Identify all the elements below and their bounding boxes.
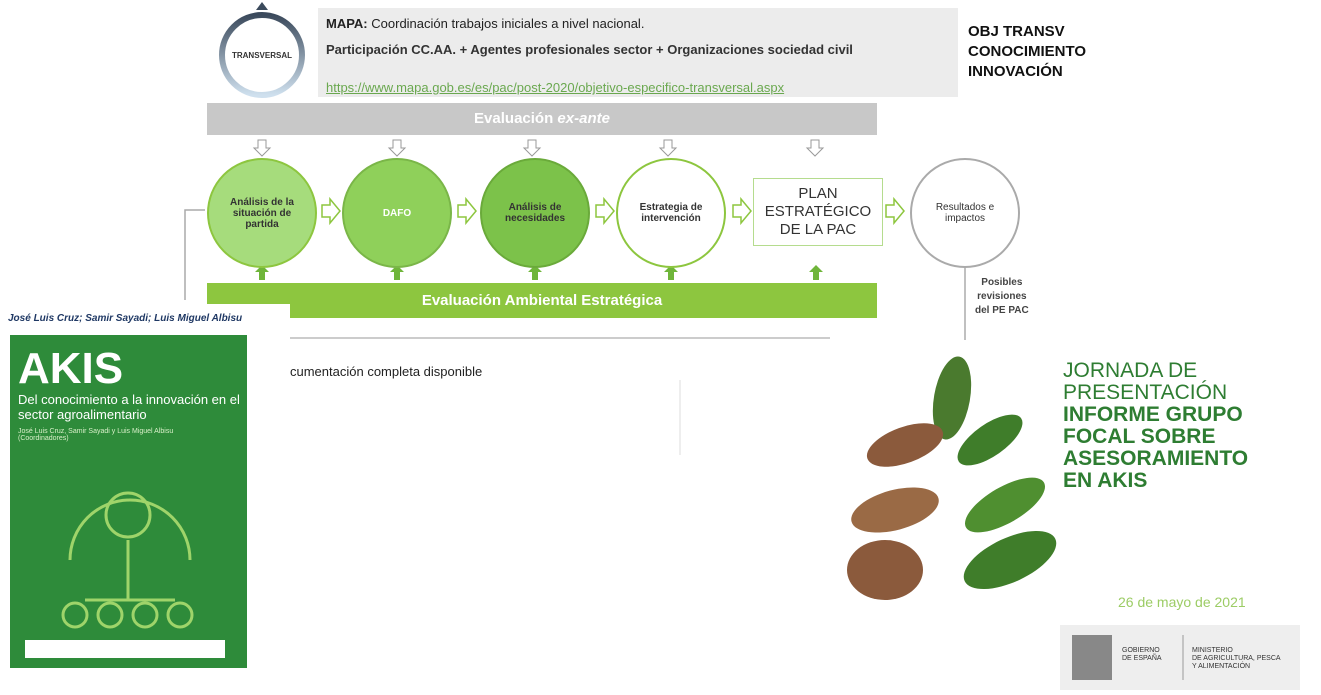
revisions-line: revisiones bbox=[977, 291, 1027, 302]
results: Resultados e impactos bbox=[910, 158, 1020, 268]
book-coordinators: José Luis Cruz, Samir Sayadi y Luis Migu… bbox=[18, 428, 174, 442]
note: cumentación completa disponible bbox=[290, 364, 483, 379]
down-arrows bbox=[252, 139, 825, 157]
government-line: DE ESPAÑA bbox=[1122, 655, 1162, 662]
book-title: AKIS bbox=[18, 344, 124, 393]
event-highlight: EN AKIS bbox=[1063, 469, 1148, 492]
leaves bbox=[847, 356, 1057, 600]
plan-box: PLAN ESTRATÉGICO DE LA PAC bbox=[753, 178, 883, 246]
objective-line: INNOVACIÓN bbox=[968, 63, 1063, 80]
ex-ante-label: Evaluación ex-ante bbox=[207, 110, 877, 127]
government: GOBIERNO DE ESPAÑA bbox=[1122, 647, 1162, 663]
step: Estrategia de intervención bbox=[616, 158, 726, 268]
event-title: JORNADA DE PRESENTACIÓN INFORME GRUPO FO… bbox=[1063, 360, 1248, 492]
plan-line: DE LA PAC bbox=[779, 221, 857, 238]
book-illustration bbox=[61, 491, 194, 629]
plan-line: PLAN bbox=[798, 185, 838, 202]
ministry-line: Y ALIMENTACIÓN bbox=[1192, 663, 1251, 670]
step: Análisis de necesidades bbox=[480, 158, 590, 268]
ministry-line: DE AGRICULTURA, PESCA bbox=[1192, 655, 1281, 662]
event-intro: JORNADA DE bbox=[1063, 359, 1198, 382]
mapa-text: Coordinación trabajos iniciales a nivel … bbox=[371, 16, 645, 31]
government-line: GOBIERNO bbox=[1122, 647, 1160, 654]
feedback-line bbox=[184, 209, 205, 300]
badge-ring bbox=[219, 12, 305, 98]
step: Análisis de la situación de partida bbox=[207, 158, 317, 268]
ex-ante-text: Evaluación bbox=[474, 110, 554, 127]
ministry-line: MINISTERIO bbox=[1192, 647, 1233, 654]
book-authors: José Luis Cruz; Samir Sayadi; Luis Migue… bbox=[8, 313, 243, 324]
mapa-label: MAPA: bbox=[326, 16, 368, 31]
badge-label: TRANSVERSAL bbox=[231, 51, 292, 60]
up-arrows bbox=[255, 265, 823, 280]
plan-line: ESTRATÉGICO bbox=[764, 203, 872, 220]
revisions-line: Posibles bbox=[981, 277, 1023, 288]
event-date: 26 de mayo de 2021 bbox=[1118, 594, 1246, 610]
ex-ante-italic: ex-ante bbox=[557, 110, 610, 127]
environmental-label: Evaluación Ambiental Estratégica bbox=[421, 292, 663, 309]
objective-line: OBJ TRANSV bbox=[968, 23, 1065, 40]
environmental-bar bbox=[207, 283, 877, 318]
ministry: MINISTERIO DE AGRICULTURA, PESCA Y ALIME… bbox=[1192, 647, 1281, 671]
mapa-line: MAPA: Coordinación trabajos iniciales a … bbox=[326, 16, 644, 31]
revisions-line: del PE PAC bbox=[975, 305, 1029, 316]
coat-of-arms bbox=[1072, 635, 1112, 680]
event-intro: PRESENTACIÓN bbox=[1063, 381, 1228, 404]
header-box bbox=[318, 8, 958, 97]
revisions: Posibles revisiones del PE PAC bbox=[975, 276, 1029, 318]
event-highlight: INFORME GRUPO bbox=[1063, 403, 1243, 426]
link[interactable]: https://www.mapa.gob.es/es/pac/post-2020… bbox=[326, 80, 785, 95]
objective: OBJ TRANSV CONOCIMIENTO INNOVACIÓN bbox=[968, 22, 1086, 82]
chevrons bbox=[321, 196, 905, 226]
participation: Participación CC.AA. + Agentes profesion… bbox=[326, 42, 853, 57]
book-subtitle: Del conocimiento a la innovación en el s… bbox=[18, 392, 240, 422]
event-highlight: FOCAL SOBRE bbox=[1063, 425, 1216, 448]
step: DAFO bbox=[342, 158, 452, 268]
event-highlight: ASESORAMIENTO bbox=[1063, 447, 1249, 470]
ex-ante-bar bbox=[207, 103, 877, 135]
badge-tip bbox=[256, 2, 268, 10]
book-logos bbox=[25, 640, 225, 658]
objective-line: CONOCIMIENTO bbox=[968, 43, 1087, 60]
